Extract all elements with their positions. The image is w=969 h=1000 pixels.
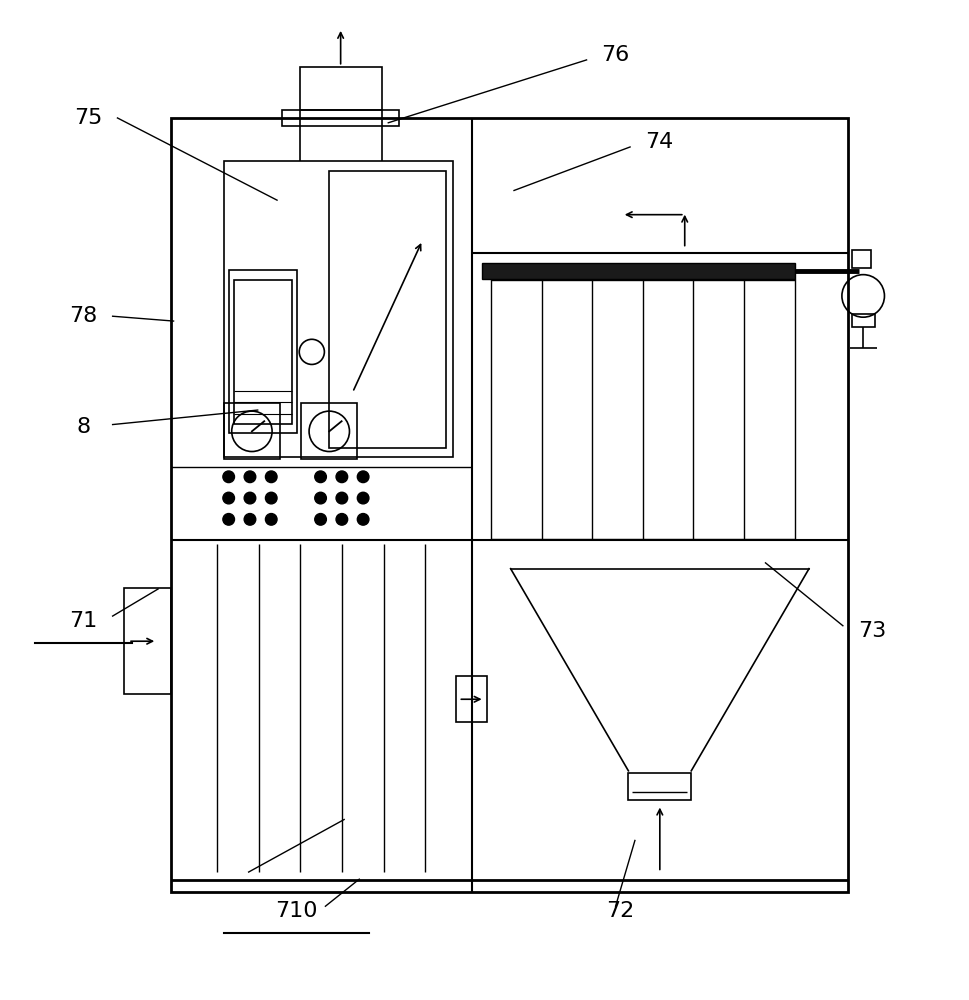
Bar <box>171 118 847 892</box>
Circle shape <box>357 471 368 483</box>
Bar <box>224 403 280 459</box>
Circle shape <box>244 492 256 504</box>
Circle shape <box>335 492 347 504</box>
Circle shape <box>266 471 277 483</box>
Bar <box>301 403 357 459</box>
Bar <box>224 161 453 457</box>
Circle shape <box>315 514 326 525</box>
Text: 78: 78 <box>70 306 98 326</box>
Text: 74: 74 <box>644 132 672 152</box>
Circle shape <box>266 514 277 525</box>
Circle shape <box>335 471 347 483</box>
Bar <box>456 676 486 722</box>
Circle shape <box>223 471 234 483</box>
Bar <box>328 171 446 448</box>
Circle shape <box>315 492 326 504</box>
Circle shape <box>223 514 234 525</box>
Circle shape <box>315 471 326 483</box>
Text: 73: 73 <box>857 621 885 641</box>
Bar <box>851 314 874 327</box>
Text: 76: 76 <box>601 45 629 65</box>
Bar <box>234 280 293 424</box>
Circle shape <box>223 492 234 504</box>
Circle shape <box>335 514 347 525</box>
Text: 71: 71 <box>70 611 98 631</box>
Bar <box>282 110 399 126</box>
Circle shape <box>357 492 368 504</box>
Text: 710: 710 <box>275 901 317 921</box>
Circle shape <box>266 492 277 504</box>
Bar <box>482 263 794 279</box>
Text: 8: 8 <box>77 417 90 437</box>
Circle shape <box>357 514 368 525</box>
Bar <box>851 250 870 268</box>
Bar <box>124 588 171 694</box>
Bar <box>299 67 382 110</box>
Bar <box>229 270 297 433</box>
Text: 72: 72 <box>606 901 634 921</box>
Circle shape <box>244 514 256 525</box>
Text: 75: 75 <box>75 108 103 128</box>
Bar <box>628 773 691 800</box>
Circle shape <box>244 471 256 483</box>
